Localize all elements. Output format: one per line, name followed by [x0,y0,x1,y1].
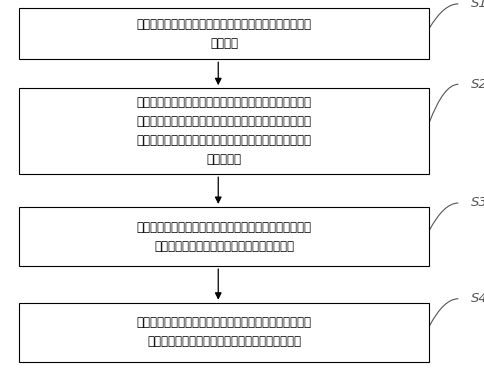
Text: 通过若干个连接件将所述环形基础框架焊接固定至其相邻
的厂房柱上，并对所述环形基础框架进行浇筑: 通过若干个连接件将所述环形基础框架焊接固定至其相邻 的厂房柱上，并对所述环形基础… [136,221,311,252]
Text: S4: S4 [469,292,484,305]
FancyBboxPatch shape [19,207,428,266]
Text: 通过若干根钢丝绳和倒链将所述环形基础框架吊挂于吊车
架的下方: 通过若干根钢丝绳和倒链将所述环形基础框架吊挂于吊车 架的下方 [136,18,311,49]
Text: 待所述回转台成型后，拆除钢丝绳，并对所述环形基础框
架上未预埋进混凝土内的连接件和钢丝绳进行切除: 待所述回转台成型后，拆除钢丝绳，并对所述环形基础框 架上未预埋进混凝土内的连接件… [136,316,311,348]
Text: 通过调整所述钢丝绳和所述倒链的位置对所述环形基础框
架进行找正和找平，以使所述环形基础框架的水平度和标
高满足要求，且确保所述环形基础框架的横纵中心线调整
至安: 通过调整所述钢丝绳和所述倒链的位置对所述环形基础框 架进行找正和找平，以使所述环… [136,96,311,166]
Text: S2: S2 [469,78,484,91]
FancyBboxPatch shape [19,88,428,174]
Text: S1: S1 [469,0,484,10]
FancyBboxPatch shape [19,303,428,362]
FancyBboxPatch shape [19,8,428,59]
Text: S3: S3 [469,196,484,210]
